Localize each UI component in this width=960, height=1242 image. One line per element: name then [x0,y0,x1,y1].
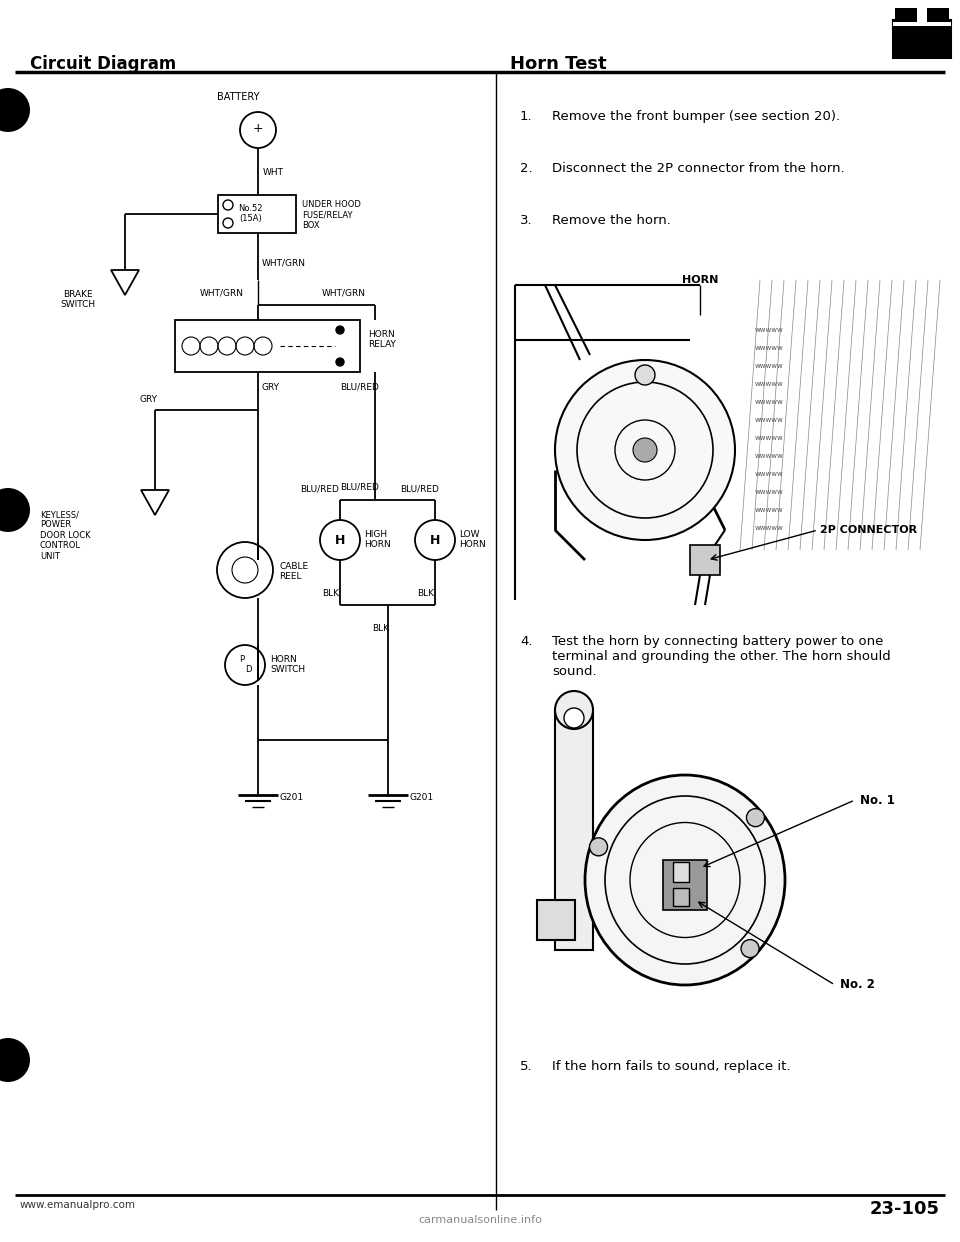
Text: BLU/RED: BLU/RED [400,484,439,494]
Bar [175,320,360,373]
Text: 23-105: 23-105 [870,1200,940,1218]
Circle shape [564,708,584,728]
Bar [673,888,689,905]
Text: 1.: 1. [520,111,533,123]
Text: 4.: 4. [520,635,533,648]
Text: BLU/RED: BLU/RED [300,484,339,494]
Text: HORN
RELAY: HORN RELAY [368,330,396,349]
Text: H: H [335,534,346,546]
Text: wwwww: wwwww [755,471,783,477]
Text: UNDER HOOD
FUSE/RELAY
BOX: UNDER HOOD FUSE/RELAY BOX [302,200,361,230]
Text: P: P [239,655,245,663]
Text: GRY: GRY [262,383,280,392]
Text: BLK: BLK [322,589,339,597]
Text: Remove the front bumper (see section 20).: Remove the front bumper (see section 20)… [552,111,840,123]
Ellipse shape [585,775,785,985]
Text: BLK: BLK [372,623,389,633]
Text: Horn Test: Horn Test [510,55,607,73]
Circle shape [336,325,344,334]
Bar [895,7,917,24]
Text: LOW
HORN: LOW HORN [459,530,486,549]
Text: WHT/GRN: WHT/GRN [262,258,306,267]
Text: BLK: BLK [417,589,434,597]
Text: wwwww: wwwww [755,381,783,388]
Text: wwwww: wwwww [755,435,783,441]
Bar [893,20,951,58]
Circle shape [0,88,30,132]
Text: BRAKE
SWITCH: BRAKE SWITCH [60,289,95,309]
Text: BATTERY: BATTERY [217,92,259,102]
Text: 2P CONNECTOR: 2P CONNECTOR [820,525,917,535]
Text: WHT/GRN: WHT/GRN [322,289,366,298]
Text: If the horn fails to sound, replace it.: If the horn fails to sound, replace it. [552,1059,790,1073]
Circle shape [0,488,30,532]
Polygon shape [690,545,720,575]
Circle shape [741,940,759,958]
Text: wwwww: wwwww [755,507,783,513]
Text: G201: G201 [410,794,434,802]
Text: KEYLESS/
POWER
DOOR LOCK
CONTROL
UNIT: KEYLESS/ POWER DOOR LOCK CONTROL UNIT [40,510,90,560]
Text: carmanualsonline.info: carmanualsonline.info [418,1215,542,1225]
Text: wwwww: wwwww [755,345,783,351]
Text: HORN: HORN [682,274,718,284]
Text: HIGH
HORN: HIGH HORN [364,530,391,549]
Bar [663,859,707,910]
Text: G201: G201 [280,794,304,802]
Text: Test the horn by connecting battery power to one
terminal and grounding the othe: Test the horn by connecting battery powe… [552,635,891,678]
Text: wwwww: wwwww [755,417,783,424]
Text: wwwww: wwwww [755,525,783,532]
Text: Disconnect the 2P connector from the horn.: Disconnect the 2P connector from the hor… [552,161,845,175]
Text: HORN
SWITCH: HORN SWITCH [270,655,305,674]
Text: CABLE
REEL: CABLE REEL [279,561,308,581]
Text: wwwww: wwwww [755,489,783,496]
Circle shape [336,358,344,366]
Text: No. 2: No. 2 [840,979,875,991]
Text: No. 1: No. 1 [860,794,895,806]
Text: +: + [252,122,263,134]
Circle shape [555,360,735,540]
Text: www.emanualpro.com: www.emanualpro.com [20,1200,136,1210]
Text: wwwww: wwwww [755,399,783,405]
Text: WHT: WHT [263,168,284,178]
Circle shape [0,1038,30,1082]
Text: −: − [901,17,911,27]
Bar [917,10,927,24]
Text: wwwww: wwwww [755,327,783,333]
Text: Circuit Diagram: Circuit Diagram [30,55,177,73]
Text: H: H [430,534,441,546]
Text: D: D [245,666,252,674]
Circle shape [633,438,657,462]
Text: wwwww: wwwww [755,453,783,460]
Text: No.52
(15A): No.52 (15A) [238,204,262,224]
Text: 2.: 2. [520,161,533,175]
Text: WHT/GRN: WHT/GRN [200,289,244,298]
Bar [218,195,296,233]
Bar [893,22,951,26]
Text: 5.: 5. [520,1059,533,1073]
Circle shape [635,365,655,385]
Text: +: + [933,17,943,27]
Bar [537,900,575,940]
Bar [673,862,689,882]
Text: BLU/RED: BLU/RED [340,383,379,392]
Circle shape [747,809,764,827]
Circle shape [589,838,608,856]
Circle shape [555,691,593,729]
Text: 3.: 3. [520,214,533,227]
Text: GRY: GRY [140,395,158,404]
Text: BLU/RED: BLU/RED [340,483,379,492]
Text: Remove the horn.: Remove the horn. [552,214,671,227]
Bar [555,710,593,950]
Text: wwwww: wwwww [755,363,783,369]
Text: BODY: BODY [902,40,941,52]
Bar [927,7,949,24]
